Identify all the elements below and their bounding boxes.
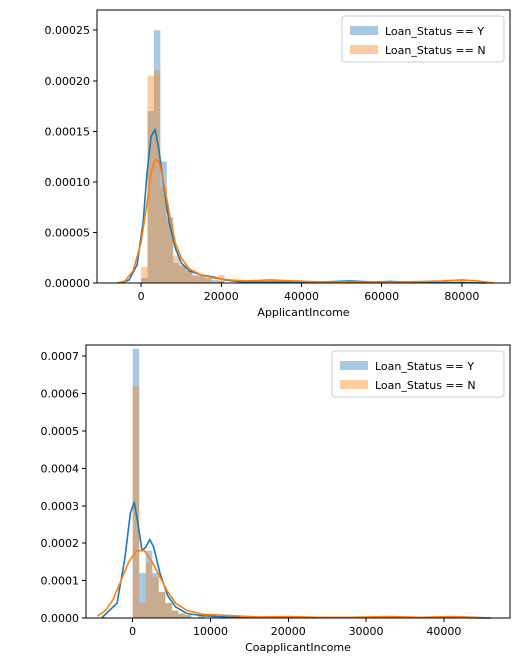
hist-n-group (132, 386, 457, 618)
x-tick-label: 40000 (284, 290, 319, 303)
hist-bar (132, 348, 140, 618)
hist-bar (179, 264, 187, 283)
hist-bar (147, 111, 154, 283)
hist-bar (165, 603, 172, 618)
hist-bar (211, 279, 219, 283)
y-tick-label: 0.0005 (41, 425, 80, 438)
hist-bar (160, 186, 167, 283)
hist-bar (171, 610, 179, 618)
legend-swatch (350, 45, 378, 54)
x-tick-label: 80000 (444, 290, 479, 303)
legend-label: Loan_Status == Y (375, 360, 474, 373)
hist-bar (198, 275, 206, 283)
y-tick-label: 0.0004 (41, 462, 80, 475)
x-axis-label: ApplicantIncome (257, 306, 349, 319)
axes-frame (85, 344, 511, 619)
hist-bar (153, 30, 161, 283)
hist-bar (192, 274, 199, 283)
legend: Loan_Status == Y Loan_Status == N (341, 15, 505, 63)
x-tick-label: 30000 (349, 625, 384, 638)
x-tick-label: 0 (129, 625, 136, 638)
kde-line-n (116, 158, 495, 284)
x-tick-label: 0 (138, 290, 145, 303)
y-tick-label: 0.00005 (45, 226, 91, 239)
x-tick-label: 10000 (193, 625, 228, 638)
hist-bar (173, 262, 180, 283)
legend-swatch (340, 380, 368, 389)
coapplicant-income-plot: 0 10000 20000 30000 40000 0.0000 0.0001 0.0002 0… (41, 344, 511, 654)
hist-bar (458, 278, 466, 283)
y-tick-label: 0.0007 (41, 350, 80, 363)
y-tick-label: 0.00025 (45, 24, 91, 37)
x-tick-label: 60000 (364, 290, 399, 303)
hist-y-group (141, 30, 462, 283)
y-tick-label: 0.00010 (45, 176, 91, 189)
hist-bar (173, 255, 180, 283)
applicant-income-plot: 0 20000 40000 60000 80000 0.00000 0.00005 0.000… (45, 9, 511, 319)
hist-bar (198, 274, 206, 283)
hist-bar (160, 161, 167, 283)
legend-box (341, 15, 505, 63)
legend-label: Loan_Status == Y (385, 25, 484, 38)
hist-bar (153, 70, 161, 283)
hist-bar (145, 550, 153, 618)
hist-bar (205, 277, 212, 283)
hist-bar (218, 280, 225, 283)
hist-bar (158, 591, 166, 618)
y-tick-label: 0.0001 (41, 575, 80, 588)
x-tick-label: 40000 (426, 625, 461, 638)
hist-y-group (132, 348, 218, 618)
hist-bar (141, 277, 148, 283)
hist-bar (178, 613, 185, 618)
legend: Loan_Status == Y Loan_Status == N (331, 350, 505, 398)
y-tick-label: 0.0006 (41, 388, 80, 401)
y-tick-label: 0.0000 (41, 612, 80, 625)
axes-frame (96, 9, 511, 284)
y-tick-label: 0.00000 (45, 277, 91, 290)
hist-bar (139, 603, 146, 618)
hist-bar (141, 266, 148, 283)
hist-bar (145, 561, 153, 618)
hist-bar (192, 275, 199, 283)
hist-bar (166, 217, 174, 283)
hist-bar (152, 573, 159, 618)
legend-box (331, 350, 505, 398)
hist-bar (139, 573, 146, 618)
hist-bar (184, 615, 192, 618)
hist-bar (178, 613, 185, 618)
hist-bar (205, 277, 212, 283)
hist-bar (184, 615, 192, 618)
hist-bar (165, 603, 172, 618)
hist-bar (211, 616, 218, 618)
legend-swatch (350, 26, 378, 35)
hist-bar (166, 222, 174, 283)
kde-line-n (97, 549, 491, 619)
x-tick-label: 20000 (204, 290, 239, 303)
hist-bar (198, 616, 205, 618)
legend-label: Loan_Status == N (375, 379, 476, 392)
hist-bar (179, 265, 187, 283)
hist-bar (158, 591, 166, 618)
x-tick-label: 20000 (271, 625, 306, 638)
hist-bar (171, 610, 179, 618)
y-tick-label: 0.00020 (45, 75, 91, 88)
hist-bar (152, 576, 159, 618)
hist-n-group (141, 70, 466, 283)
y-tick-label: 0.00015 (45, 125, 91, 138)
x-axis-label: CoapplicantIncome (245, 641, 351, 654)
y-tick-label: 0.0003 (41, 500, 80, 513)
hist-bar (186, 270, 193, 283)
legend-swatch (340, 361, 368, 370)
hist-bar (186, 270, 193, 283)
legend-label: Loan_Status == N (385, 44, 486, 57)
hist-bar (132, 386, 140, 618)
y-tick-label: 0.0002 (41, 537, 80, 550)
hist-bar (269, 278, 276, 283)
